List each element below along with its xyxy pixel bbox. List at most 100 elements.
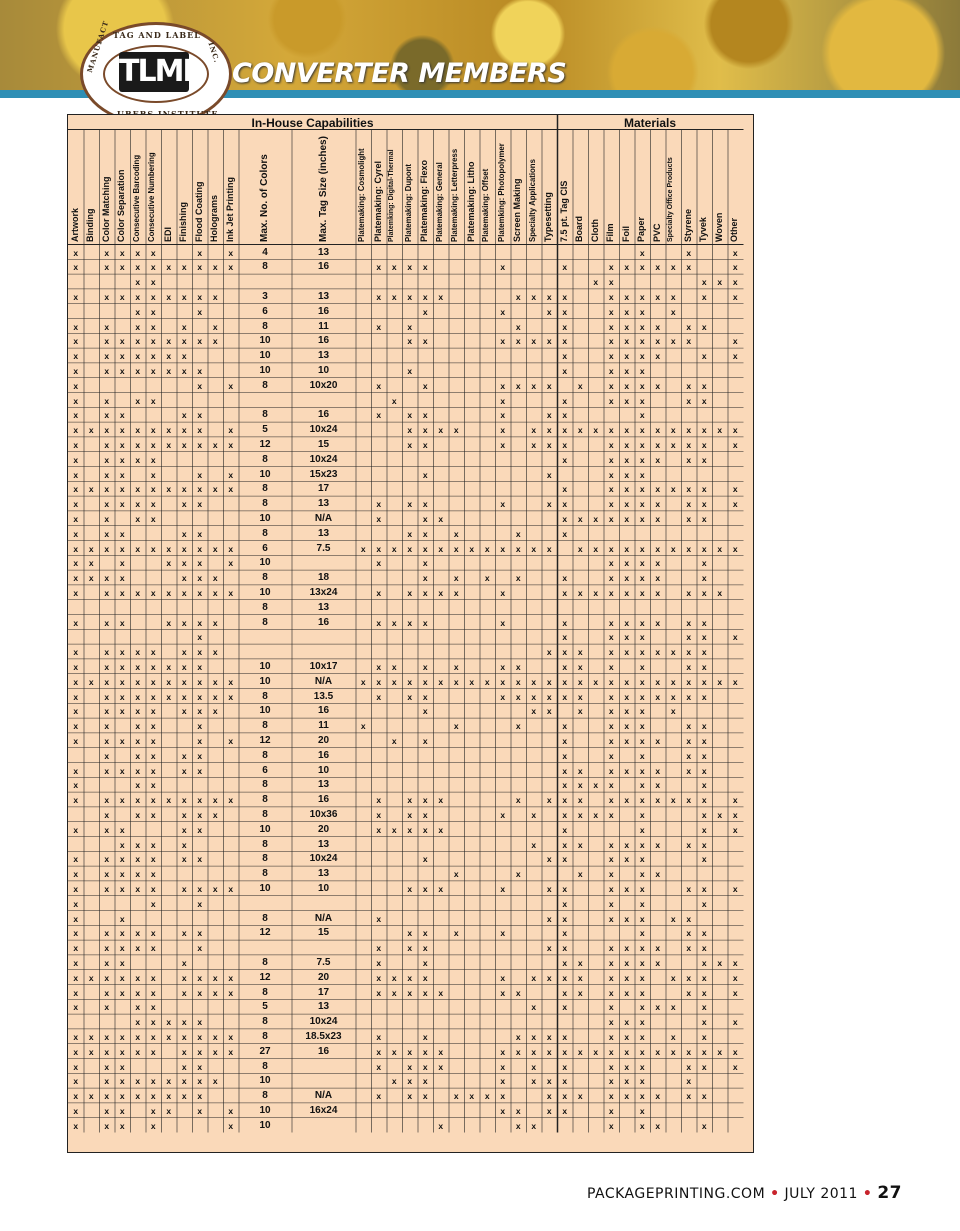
check-mark: x bbox=[212, 1031, 218, 1042]
check-mark: x bbox=[562, 824, 568, 835]
check-mark: x bbox=[670, 972, 676, 983]
check-mark: x bbox=[181, 1091, 187, 1102]
check-mark: x bbox=[686, 1076, 692, 1087]
check-mark: x bbox=[531, 425, 537, 436]
check-mark: x bbox=[181, 410, 187, 421]
check-mark: x bbox=[701, 765, 707, 776]
check-mark: x bbox=[119, 943, 125, 954]
value-cell: 16 bbox=[317, 305, 330, 317]
check-mark: x bbox=[407, 883, 413, 894]
check-mark: x bbox=[717, 587, 723, 598]
check-mark: x bbox=[732, 277, 738, 288]
check-mark: x bbox=[135, 1031, 141, 1042]
check-mark: x bbox=[150, 425, 156, 436]
check-mark: x bbox=[701, 854, 707, 865]
check-mark: x bbox=[686, 987, 692, 998]
check-mark: x bbox=[717, 543, 723, 554]
value-cell: 10 bbox=[317, 764, 330, 776]
check-mark: x bbox=[546, 706, 552, 717]
check-mark: x bbox=[119, 469, 125, 480]
check-mark: x bbox=[686, 721, 692, 732]
check-mark: x bbox=[608, 839, 614, 850]
check-mark: x bbox=[593, 809, 599, 820]
check-mark: x bbox=[608, 439, 614, 450]
check-mark: x bbox=[701, 351, 707, 362]
check-mark: x bbox=[407, 321, 413, 332]
logo-text-top: TAG AND LABEL bbox=[113, 30, 201, 40]
check-mark: x bbox=[624, 1031, 630, 1042]
check-mark: x bbox=[73, 558, 79, 569]
check-mark: x bbox=[546, 499, 552, 510]
value-cell: 8 bbox=[262, 808, 268, 820]
check-mark: x bbox=[608, 957, 614, 968]
check-mark: x bbox=[624, 617, 630, 628]
column-header-label: Screen Making bbox=[512, 178, 523, 242]
check-mark: x bbox=[608, 365, 614, 376]
check-mark: x bbox=[376, 809, 382, 820]
value-cell: 8 bbox=[262, 320, 268, 332]
check-mark: x bbox=[166, 617, 172, 628]
check-mark: x bbox=[407, 972, 413, 983]
check-mark: x bbox=[639, 869, 645, 880]
check-mark: x bbox=[701, 883, 707, 894]
check-mark: x bbox=[73, 647, 79, 658]
check-mark: x bbox=[686, 262, 692, 273]
check-mark: x bbox=[670, 291, 676, 302]
check-mark: x bbox=[624, 765, 630, 776]
check-mark: x bbox=[701, 898, 707, 909]
check-mark: x bbox=[639, 351, 645, 362]
check-mark: x bbox=[624, 647, 630, 658]
check-mark: x bbox=[686, 617, 692, 628]
check-mark: x bbox=[701, 972, 707, 983]
check-mark: x bbox=[150, 439, 156, 450]
check-mark: x bbox=[701, 721, 707, 732]
check-mark: x bbox=[197, 262, 203, 273]
check-mark: x bbox=[104, 972, 110, 983]
check-mark: x bbox=[732, 1017, 738, 1028]
check-mark: x bbox=[181, 439, 187, 450]
value-cell: 10 bbox=[259, 364, 271, 376]
check-mark: x bbox=[422, 558, 428, 569]
check-mark: x bbox=[197, 425, 203, 436]
check-mark: x bbox=[181, 1031, 187, 1042]
check-mark: x bbox=[197, 587, 203, 598]
check-mark: x bbox=[376, 676, 382, 687]
value-cell: 8 bbox=[262, 483, 268, 495]
check-mark: x bbox=[546, 543, 552, 554]
check-mark: x bbox=[197, 1046, 203, 1057]
check-mark: x bbox=[732, 336, 738, 347]
check-mark: x bbox=[639, 795, 645, 806]
check-mark: x bbox=[73, 365, 79, 376]
check-mark: x bbox=[608, 913, 614, 924]
check-mark: x bbox=[135, 839, 141, 850]
check-mark: x bbox=[197, 336, 203, 347]
check-mark: x bbox=[732, 1046, 738, 1057]
check-mark: x bbox=[686, 513, 692, 524]
check-mark: x bbox=[639, 957, 645, 968]
check-mark: x bbox=[135, 795, 141, 806]
check-mark: x bbox=[150, 943, 156, 954]
check-mark: x bbox=[73, 972, 79, 983]
check-mark: x bbox=[500, 306, 506, 317]
check-mark: x bbox=[562, 573, 568, 584]
value-cell: 16 bbox=[317, 794, 330, 806]
check-mark: x bbox=[376, 617, 382, 628]
value-cell: 8 bbox=[262, 1060, 268, 1072]
check-mark: x bbox=[228, 972, 234, 983]
check-mark: x bbox=[150, 351, 156, 362]
check-mark: x bbox=[701, 809, 707, 820]
check-mark: x bbox=[407, 1061, 413, 1072]
check-mark: x bbox=[686, 647, 692, 658]
check-mark: x bbox=[453, 676, 459, 687]
check-mark: x bbox=[562, 1105, 568, 1116]
check-mark: x bbox=[562, 943, 568, 954]
check-mark: x bbox=[500, 587, 506, 598]
check-mark: x bbox=[686, 425, 692, 436]
check-mark: x bbox=[515, 661, 521, 672]
check-mark: x bbox=[104, 617, 110, 628]
check-mark: x bbox=[500, 883, 506, 894]
check-mark: x bbox=[577, 780, 583, 791]
check-mark: x bbox=[515, 676, 521, 687]
check-mark: x bbox=[150, 1046, 156, 1057]
